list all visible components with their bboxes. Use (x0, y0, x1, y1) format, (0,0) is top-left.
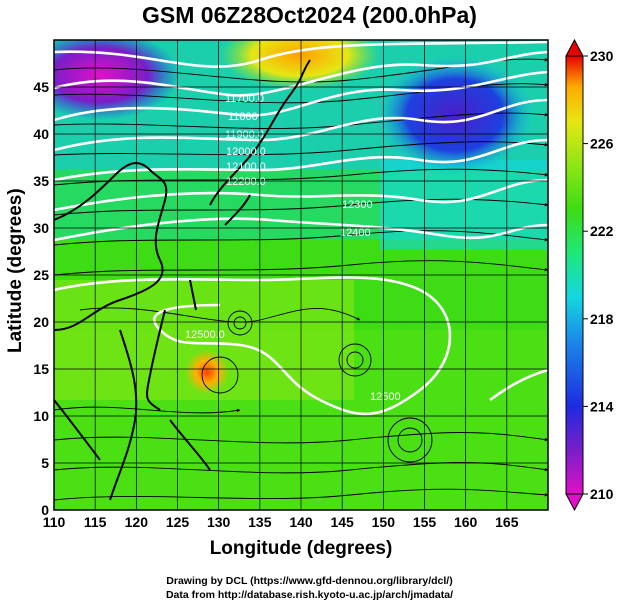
plot-frame (53, 39, 549, 511)
x-tick-label: 150 (372, 514, 396, 530)
x-tick-label: 135 (248, 514, 272, 530)
y-tick-label: 15 (33, 361, 49, 377)
x-tick-label: 160 (454, 514, 478, 530)
credit-data-source: Data from http://database.rish.kyoto-u.a… (165, 589, 454, 601)
x-axis-ticks: 110 115 120 125 130 135 140 145 150 155 160 165 (43, 514, 519, 530)
y-tick-label: 45 (33, 79, 49, 95)
x-tick-label: 130 (207, 514, 231, 530)
colorbar-tick-label: 222 (590, 223, 614, 239)
colorbar: 210 214 218 222 226 230 (565, 38, 614, 512)
contour-label: 11700.0 (225, 93, 264, 105)
contour-label-group: 11700.0 11800 11900.0 12000.0 12100.0 12… (185, 93, 401, 403)
contour-label: 12000.0 (226, 146, 266, 158)
y-tick-label: 10 (33, 408, 49, 424)
x-tick-label: 125 (166, 514, 190, 530)
y-tick-label: 25 (33, 267, 49, 283)
wind-streamlines (54, 57, 548, 501)
x-tick-label: 165 (495, 514, 519, 530)
colorbar-ticks: 210 214 218 222 226 230 (583, 48, 614, 502)
x-tick-label: 110 (43, 514, 66, 530)
contour-label: 12400 (340, 227, 371, 239)
contour-label: 12100.0 (226, 161, 266, 173)
temperature-shading (54, 40, 548, 510)
credit-drawing: Drawing by DCL (https://www.gfd-dennou.o… (166, 575, 453, 587)
colorbar-tick-label: 214 (590, 398, 614, 414)
y-tick-label: 35 (33, 173, 49, 189)
y-tick-label: 20 (33, 314, 49, 330)
y-tick-label: 30 (33, 220, 49, 236)
colorbar-tick-label: 230 (590, 48, 614, 64)
y-tick-label: 5 (41, 455, 49, 471)
colorbar-max-arrow (565, 38, 584, 57)
y-tick-label: 40 (33, 126, 49, 142)
x-tick-label: 115 (84, 514, 107, 530)
height-contours (54, 40, 548, 416)
contour-label: 12500.0 (185, 329, 225, 341)
contour-label: 11900.0 (225, 129, 264, 141)
x-tick-label: 120 (125, 514, 149, 530)
colorbar-gradient (565, 55, 584, 495)
x-tick-label: 145 (330, 514, 354, 530)
y-tick-label: 0 (41, 502, 49, 518)
colorbar-min-arrow (565, 493, 584, 512)
contour-label: 11800 (228, 111, 258, 123)
colorbar-tick-label: 210 (590, 486, 614, 502)
grid-lines (54, 40, 548, 510)
x-tick-label: 140 (289, 514, 313, 530)
y-axis-label: Latitude (degrees) (5, 188, 26, 353)
chart-title: GSM 06Z28Oct2024 (200.0hPa) (142, 2, 477, 28)
colorbar-tick-label: 218 (590, 311, 614, 327)
y-axis-ticks: 0 5 10 15 20 25 30 35 40 45 (33, 79, 49, 518)
colorbar-tick-label: 226 (590, 136, 614, 152)
contour-label: 12200.0 (226, 176, 266, 188)
contour-label: 12300 (342, 199, 373, 211)
x-tick-label: 155 (413, 514, 437, 530)
x-axis-label: Longitude (degrees) (209, 538, 393, 559)
contour-label: 12500 (370, 391, 401, 403)
